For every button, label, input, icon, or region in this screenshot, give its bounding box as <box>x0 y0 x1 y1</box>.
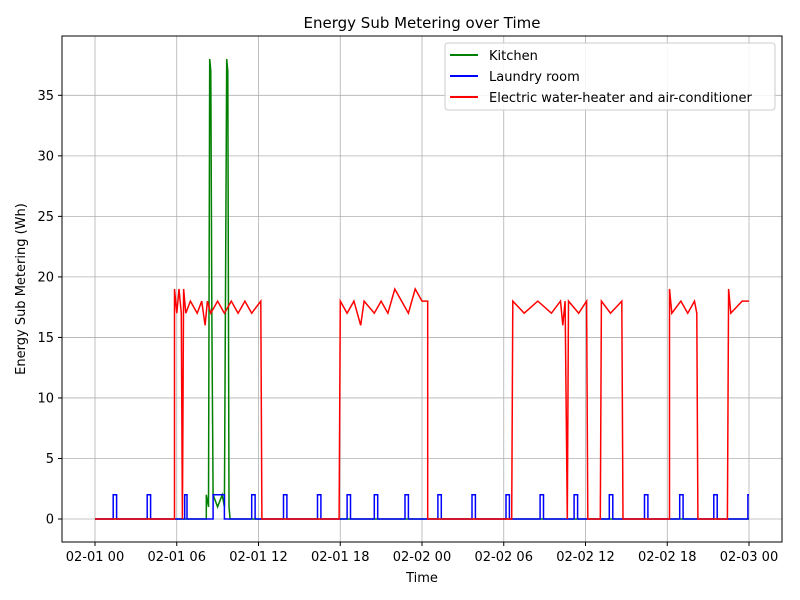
series-lines <box>95 58 749 520</box>
y-axis-label: Energy Sub Metering (Wh) <box>14 203 29 375</box>
y-tick-label: 20 <box>37 270 54 285</box>
x-tick-label: 02-01 18 <box>311 550 369 565</box>
x-tick-label: 02-01 06 <box>148 550 206 565</box>
x-tick-label: 02-02 12 <box>556 550 614 565</box>
y-tick-label: 15 <box>37 331 54 346</box>
x-axis-ticks: 02-01 00 02-01 06 02-01 12 02-01 18 02-02 00… <box>66 542 778 565</box>
chart-title: Energy Sub Metering over Time <box>304 14 541 32</box>
y-tick-label: 35 <box>37 89 54 104</box>
series-line-0 <box>95 58 749 520</box>
x-tick-label: 02-01 00 <box>66 550 124 565</box>
y-tick-label: 30 <box>37 149 54 164</box>
series-line-2 <box>95 287 749 520</box>
x-tick-label: 02-02 00 <box>393 550 451 565</box>
y-tick-label: 25 <box>37 210 54 225</box>
legend: Kitchen Laundry room Electric water-heater… <box>444 42 776 111</box>
legend-label: Kitchen <box>489 49 538 64</box>
y-axis-ticks: 0 5 10 15 20 25 30 35 <box>37 89 62 528</box>
x-axis-label: Time <box>405 571 438 586</box>
x-tick-label: 02-03 00 <box>720 550 778 565</box>
x-tick-label: 02-01 12 <box>229 550 287 565</box>
legend-label: Electric water-heater and air-conditione… <box>489 91 752 106</box>
y-tick-label: 0 <box>46 513 54 528</box>
legend-label: Laundry room <box>489 70 580 85</box>
x-tick-label: 02-02 18 <box>638 550 696 565</box>
legend-box <box>444 42 776 111</box>
y-tick-label: 10 <box>37 391 54 406</box>
series-line-1 <box>95 494 749 520</box>
y-tick-label: 5 <box>46 452 54 467</box>
x-tick-label: 02-02 06 <box>475 550 533 565</box>
